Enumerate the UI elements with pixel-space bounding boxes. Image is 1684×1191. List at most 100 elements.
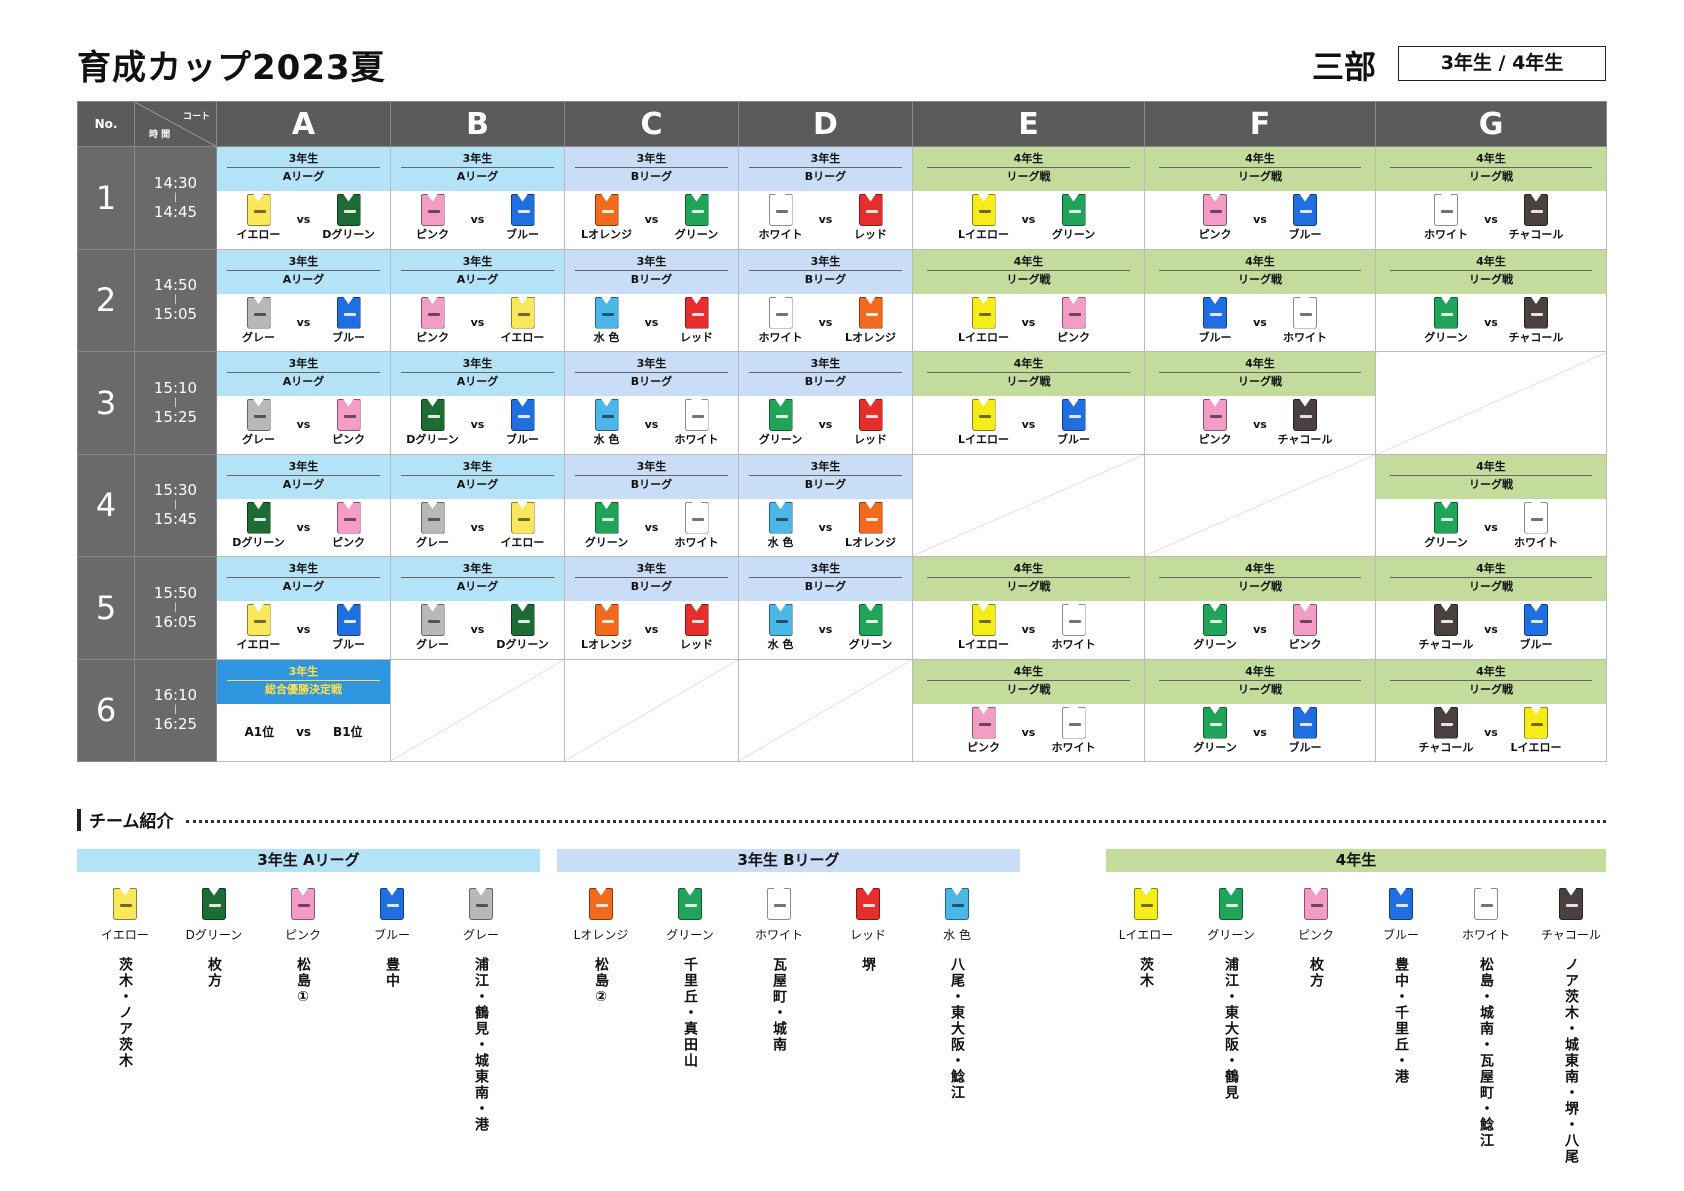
vs-label: vs — [644, 520, 659, 534]
away-team-name: Lオレンジ — [844, 535, 896, 549]
match-league: リーグ戦 — [1006, 272, 1051, 286]
home-team-name: Lオレンジ — [580, 228, 632, 241]
team-bib-icon — [1524, 501, 1548, 534]
home-team: グリーン — [1408, 296, 1484, 344]
match-league: Aリーグ — [456, 170, 499, 183]
away-team: グリーン — [833, 604, 909, 651]
empty-slot — [738, 658, 913, 762]
round-row: 3 15:10 | 15:25 3年生 Aリーグ グレー vs ピンク 3年生 Aリーグ Dグリーン v… — [77, 351, 1607, 455]
team-bib-icon — [420, 296, 445, 329]
dotted-divider — [185, 820, 1606, 823]
match-header: 3年生 Aリーグ — [391, 352, 564, 396]
away-team: ホワイト — [1498, 501, 1574, 549]
match-body: ピンク vs ブルー — [1145, 191, 1375, 247]
match-cell: 3年生 Bリーグ水 色 vs Lオレンジ — [738, 453, 913, 557]
match-body: グリーン vs ブルー — [1145, 704, 1375, 760]
team-schools: 瓦屋町・城南 — [771, 957, 787, 1053]
match-grade: 3年生 — [575, 151, 728, 168]
home-team-name: グレー — [242, 433, 275, 446]
match-header: 3年生 Bリーグ — [565, 454, 738, 499]
team-bib-icon — [1203, 296, 1227, 329]
start-time: 16:10 — [153, 686, 198, 705]
team-bib-icon — [1203, 706, 1227, 739]
match-league: リーグ戦 — [1006, 375, 1051, 388]
away-team-name: グリーン — [848, 638, 893, 651]
team-intro-item: グリーン 浦江・東大阪・鶴見 — [1191, 888, 1271, 1101]
match-league: Bリーグ — [630, 272, 673, 286]
home-team-name: Lイエロー — [958, 638, 1009, 651]
away-team: ブルー — [311, 604, 387, 651]
match-cell: 4年生 リーグ戦 Lイエロー vs グリーン — [912, 146, 1145, 250]
home-team-name: ピンク — [416, 228, 449, 241]
match-cell: 4年生 リーグ戦 ホワイト vs チャコール — [1375, 146, 1607, 250]
match-body: イエロー vs ブルー — [217, 601, 390, 657]
match-league: Aリーグ — [456, 477, 499, 491]
home-team: ピンク — [946, 706, 1022, 754]
start-time: 15:10 — [153, 378, 198, 397]
team-bib-icon — [336, 501, 361, 534]
home-team-name: ピンク — [416, 330, 449, 344]
page-title: 育成カップ2023夏 — [77, 48, 386, 88]
team-bib-icon — [291, 888, 315, 920]
team-schools: 八尾・東大阪・鯰江 — [949, 957, 965, 1101]
match-header: 4年生 リーグ戦 — [1376, 454, 1606, 499]
match-cell: 3年生 Aリーグ Dグリーン vs ピンク — [216, 453, 391, 557]
vs-label: vs — [1021, 315, 1036, 329]
team-bib-icon — [971, 706, 996, 739]
match-grade: 3年生 — [227, 561, 380, 578]
match-body: ホワイト vs Lオレンジ — [739, 294, 912, 350]
empty-slot — [912, 453, 1145, 557]
vs-label: vs — [1253, 623, 1267, 636]
away-team: Lイエロー — [1498, 706, 1574, 754]
match-league: リーグ戦 — [1238, 170, 1282, 183]
home-team: 水 色 — [743, 501, 819, 549]
home-team-name: Lイエロー — [958, 330, 1009, 344]
vs-label: vs — [1484, 725, 1498, 739]
round-row: 4 15:30 | 15:45 3年生 Aリーグ Dグリーン vs ピンク 3年生 Aリーグ グレー v… — [77, 453, 1607, 557]
match-body: A1位 vs B1位 — [217, 704, 390, 760]
home-team: Lオレンジ — [569, 604, 645, 651]
match-body: グレー vs Dグリーン — [391, 601, 564, 657]
team-schools: 枚方 — [206, 957, 222, 989]
team-color-name: レッド — [849, 928, 886, 942]
match-grade: 4年生 — [926, 356, 1131, 373]
match-league: Aリーグ — [456, 375, 499, 388]
round-row: 6 16:10 | 16:25 3年生 総合優勝決定戦 A1位 vs B1位 4年生 リーグ戦 ピンク… — [77, 658, 1607, 762]
home-team: ホワイト — [1408, 194, 1484, 241]
vs-label: vs — [1484, 315, 1498, 329]
match-grade: 3年生 — [227, 459, 380, 476]
home-team: ピンク — [395, 194, 471, 241]
away-team: ピンク — [1036, 296, 1112, 344]
home-team: グリーン — [569, 501, 645, 549]
empty-slot — [564, 658, 739, 762]
team-intro-item: チャコール ノア茨木・城東南・堺・八尾 — [1531, 888, 1611, 1165]
match-grade: 3年生 — [401, 561, 554, 578]
home-team: Dグリーン — [395, 399, 471, 446]
home-team-name: グレー — [416, 535, 449, 549]
home-team: Lイエロー — [946, 399, 1022, 446]
team-bib-icon — [1434, 604, 1458, 636]
away-team-name: レッド — [854, 228, 887, 241]
match-cell: 3年生 Aリーグ グレー vs イエロー — [390, 453, 565, 557]
vs-label: vs — [1253, 213, 1267, 226]
away-team: ピンク — [311, 399, 387, 446]
team-bib-icon — [1293, 706, 1317, 739]
home-team-name: ピンク — [1198, 433, 1232, 446]
vs-label: vs — [818, 213, 833, 226]
time-court-header: コート 時 間 — [134, 101, 217, 147]
match-body: Lイエロー vs グリーン — [913, 191, 1144, 247]
match-cell: 4年生 リーグ戦 ピンク vs ホワイト — [912, 658, 1145, 762]
home-team-name: グリーン — [1193, 740, 1237, 754]
match-body: ホワイト vs チャコール — [1376, 191, 1606, 247]
home-team-name: グリーン — [758, 433, 803, 446]
team-bib-icon — [510, 399, 535, 431]
team-intro-item: ブルー 豊中 — [352, 888, 432, 989]
end-time: 15:25 — [153, 407, 198, 426]
away-team: ピンク — [1267, 604, 1343, 651]
away-team-name: ホワイト — [674, 535, 719, 549]
match-grade: 3年生 — [749, 356, 902, 373]
round-number: 4 — [77, 453, 135, 557]
away-team-name: ホワイト — [1051, 638, 1096, 651]
vs-label: vs — [296, 623, 311, 636]
schedule-header-row: No. コート 時 間 A B C D E F G — [77, 101, 1607, 147]
